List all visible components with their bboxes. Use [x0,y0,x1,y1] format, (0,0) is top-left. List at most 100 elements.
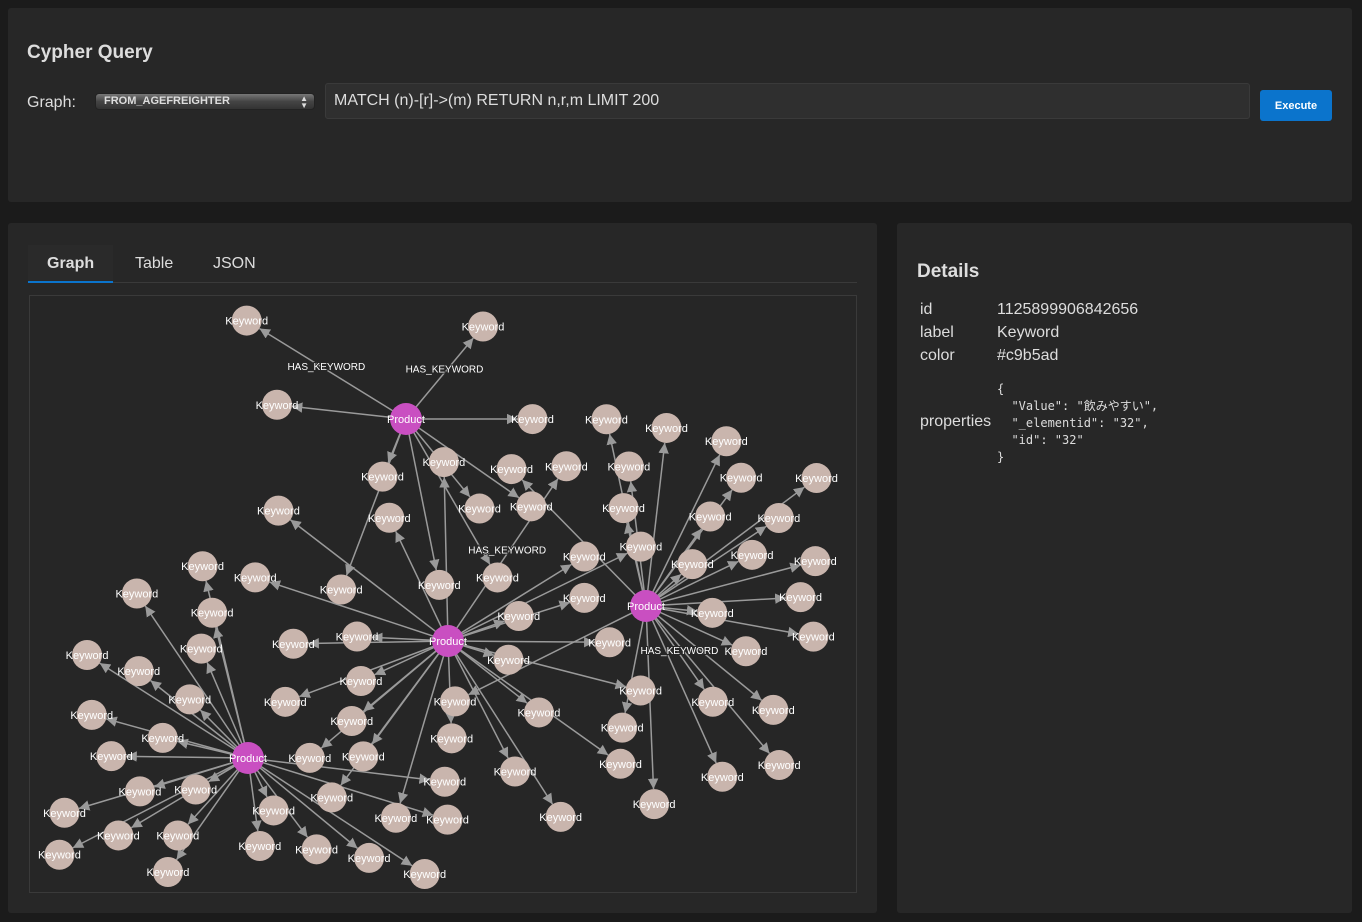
keyword-node[interactable] [464,493,495,524]
keyword-node[interactable] [152,856,183,887]
keyword-node[interactable] [516,491,547,522]
keyword-node[interactable] [186,633,217,664]
keyword-node[interactable] [569,541,600,572]
has-keyword-edge[interactable] [447,563,572,642]
keyword-node[interactable] [261,389,292,420]
keyword-node[interactable] [348,741,379,772]
keyword-node[interactable] [758,694,789,725]
product-node[interactable] [432,625,464,657]
keyword-node[interactable] [428,447,459,478]
has-keyword-edge[interactable] [72,757,249,849]
keyword-node[interactable] [432,804,463,835]
keyword-node[interactable] [707,761,738,792]
keyword-node[interactable] [342,621,373,652]
has-keyword-edge[interactable] [362,640,449,713]
has-keyword-edge[interactable] [447,552,628,642]
keyword-node[interactable] [517,404,548,435]
has-keyword-edge[interactable] [405,418,491,565]
has-keyword-edge[interactable] [206,662,249,759]
product-node[interactable] [390,403,422,435]
has-keyword-edge[interactable] [308,638,449,649]
has-keyword-edge[interactable] [299,640,449,698]
has-keyword-edge[interactable] [447,640,509,759]
keyword-node[interactable] [124,776,155,807]
product-node[interactable] [630,590,662,622]
keyword-node[interactable] [72,640,103,671]
keyword-node[interactable] [174,684,205,715]
keyword-node[interactable] [605,748,636,779]
keyword-node[interactable] [374,502,405,533]
keyword-node[interactable] [608,493,639,524]
tab-table[interactable]: Table [135,255,174,272]
keyword-node[interactable] [231,305,262,336]
has-keyword-edge[interactable] [405,418,440,571]
graph-canvas[interactable]: HAS_KEYWORD HAS_KEYWORD HAS_KEYWORD HAS_KEY… [29,295,857,893]
keyword-node[interactable] [801,463,832,494]
keyword-node[interactable] [551,451,582,482]
keyword-node[interactable] [187,551,218,582]
keyword-node[interactable] [607,712,638,743]
keyword-node[interactable] [711,426,742,457]
keyword-node[interactable] [294,742,325,773]
keyword-node[interactable] [121,578,152,609]
keyword-node[interactable] [429,766,460,797]
keyword-node[interactable] [763,502,794,533]
has-keyword-edge[interactable] [645,605,771,755]
keyword-node[interactable] [737,539,768,570]
has-keyword-edge[interactable] [291,402,407,420]
keyword-node[interactable] [493,644,524,675]
keyword-node[interactable] [345,666,376,697]
keyword-node[interactable] [591,404,622,435]
tab-json[interactable]: JSON [213,255,256,272]
has-keyword-edge[interactable] [645,454,721,607]
keyword-node[interactable] [96,741,127,772]
has-keyword-edge[interactable] [468,605,647,696]
has-keyword-edge[interactable] [447,640,554,805]
keyword-node[interactable] [440,686,471,717]
keyword-node[interactable] [651,412,682,443]
keyword-node[interactable] [625,675,656,706]
keyword-node[interactable] [639,789,670,820]
product-node[interactable] [232,742,264,774]
has-keyword-edge[interactable] [126,751,249,762]
keyword-node[interactable] [697,686,728,717]
keyword-node[interactable] [677,549,708,580]
has-keyword-edge[interactable] [345,418,407,576]
keyword-node[interactable] [496,454,527,485]
keyword-node[interactable] [76,699,107,730]
has-keyword-edge[interactable] [144,605,249,759]
keyword-node[interactable] [499,756,530,787]
keyword-node[interactable] [180,774,211,805]
has-keyword-edge[interactable] [645,442,669,607]
has-keyword-edge[interactable] [447,640,528,704]
has-keyword-edge[interactable] [645,560,739,607]
has-keyword-edge[interactable] [259,327,407,420]
keyword-node[interactable] [545,801,576,832]
query-input[interactable] [325,83,1250,119]
has-keyword-edge[interactable] [371,640,449,745]
keyword-node[interactable] [326,574,357,605]
keyword-node[interactable] [800,546,831,577]
has-keyword-edge[interactable] [269,580,449,642]
keyword-node[interactable] [380,802,411,833]
execute-button[interactable]: Execute [1260,90,1332,121]
keyword-node[interactable] [467,311,498,342]
has-keyword-edge[interactable] [154,757,249,789]
has-keyword-edge[interactable] [645,605,717,764]
keyword-node[interactable] [613,451,644,482]
keyword-node[interactable] [270,686,301,717]
tab-graph[interactable]: Graph [28,245,114,283]
keyword-node[interactable] [523,697,554,728]
keyword-node[interactable] [625,531,656,562]
keyword-node[interactable] [726,462,757,493]
keyword-node[interactable] [798,621,829,652]
has-keyword-edge[interactable] [645,605,705,690]
keyword-node[interactable] [244,831,275,862]
keyword-node[interactable] [730,636,761,667]
has-keyword-edge[interactable] [247,757,430,784]
keyword-node[interactable] [569,582,600,613]
has-keyword-edge[interactable] [645,562,802,607]
has-keyword-edge[interactable] [405,337,474,420]
keyword-node[interactable] [367,461,398,492]
has-keyword-edge[interactable] [247,757,358,849]
